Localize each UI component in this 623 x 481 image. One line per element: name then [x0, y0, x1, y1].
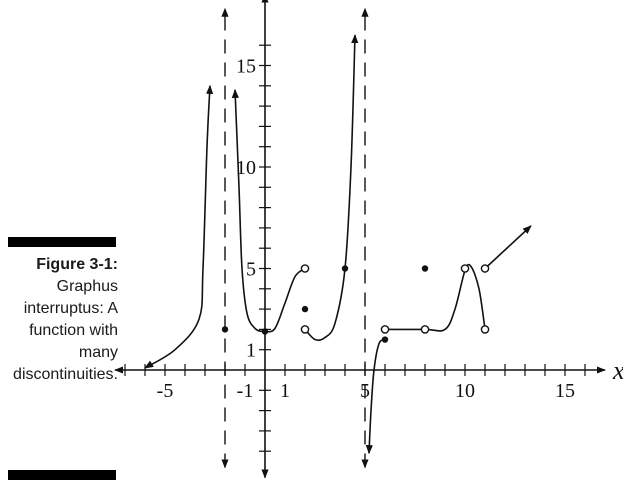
closed-point	[221, 326, 229, 333]
closed-point	[421, 265, 429, 272]
curve-segment-3	[304, 34, 359, 342]
open-point	[480, 325, 490, 334]
curve-segment-1	[144, 84, 214, 369]
open-point	[460, 264, 470, 273]
closed-point	[381, 336, 389, 343]
open-point	[480, 264, 490, 273]
y-tick-label: 5	[246, 259, 256, 281]
x-tick-label: 1	[280, 380, 290, 402]
y-tick-label: 1	[246, 340, 256, 362]
y-tick-label: 15	[236, 56, 256, 78]
x-tick-label: -1	[237, 380, 254, 402]
figure-caption: Figure 3-1: Graphus interruptus: A funct…	[0, 254, 118, 386]
caption-text: Graphus interruptus: A function with man…	[13, 278, 118, 383]
x-axis-label: x	[612, 356, 623, 385]
curve-segment-2	[231, 88, 306, 333]
curve-segment-6	[484, 225, 532, 270]
x-tick-label: 15	[555, 380, 575, 402]
open-point	[300, 325, 310, 334]
open-point	[380, 325, 390, 334]
closed-point	[341, 265, 349, 272]
caption-bottom-rule	[8, 470, 116, 480]
closed-point	[261, 328, 269, 335]
x-tick-label: -5	[157, 380, 174, 402]
open-point	[420, 325, 430, 334]
x-tick-label: 5	[360, 380, 370, 402]
caption-label: Figure 3-1:	[36, 256, 118, 273]
closed-point	[301, 305, 309, 313]
open-point	[300, 264, 310, 273]
caption-top-rule	[8, 237, 116, 247]
y-tick-label: 10	[236, 157, 256, 179]
curve-segment-5	[385, 263, 486, 332]
curve-segment-4	[365, 338, 386, 455]
x-tick-label: 10	[455, 380, 475, 402]
